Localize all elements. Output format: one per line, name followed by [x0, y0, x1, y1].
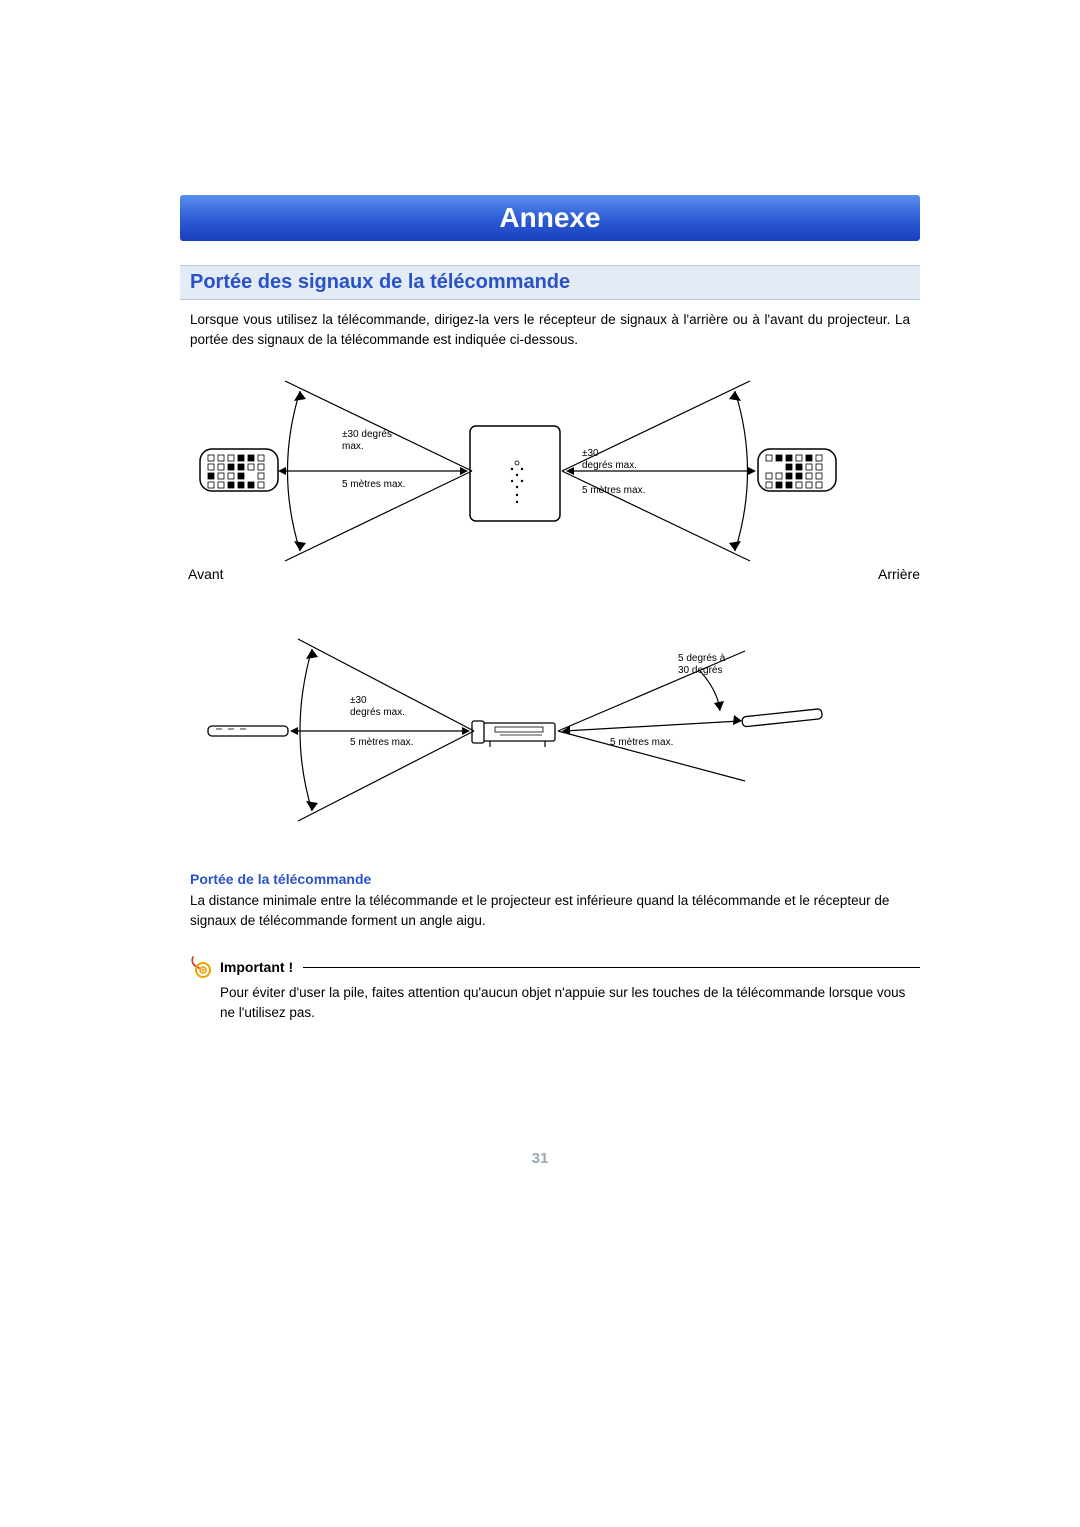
important-callout: Important ! Pour éviter d'user la pile, …	[180, 955, 920, 1024]
d1-left-angle-l2: max.	[342, 441, 364, 452]
side-left-fan: ±30 degrés max. 5 mètres max.	[290, 639, 474, 821]
front-signal-fan: ±30 degrés max. 5 mètres max.	[278, 381, 472, 561]
banner-title: Annexe	[499, 202, 600, 234]
d2-right-angle-l1: 5 degrés à	[678, 653, 726, 664]
d1-left-angle-l1: ±30 degrés	[342, 429, 392, 440]
remote-front-icon	[200, 449, 278, 491]
subsection-text: La distance minimale entre la télécomman…	[180, 891, 920, 932]
page-content: Annexe Portée des signaux de la télécomm…	[180, 195, 920, 1024]
projector-top-icon	[470, 426, 560, 521]
rear-label: Arrière	[878, 566, 920, 582]
d2-left-dist: 5 mètres max.	[350, 737, 413, 748]
d2-left-angle-l1: ±30	[350, 695, 367, 706]
remote-side-left-icon	[208, 726, 288, 736]
rear-signal-fan: ±30 degrés max. 5 mètres max.	[562, 381, 756, 561]
annexe-banner: Annexe	[180, 195, 920, 241]
d1-right-angle-l2: degrés max.	[582, 460, 637, 471]
projector-side-icon	[472, 721, 555, 747]
d1-right-dist: 5 mètres max.	[582, 485, 645, 496]
important-rule	[303, 967, 920, 968]
section-title: Portée des signaux de la télécommande	[190, 271, 910, 294]
section-header: Portée des signaux de la télécommande	[180, 265, 920, 300]
diagram-side-svg: ±30 degrés max. 5 mètres max.	[180, 621, 920, 841]
section-intro-text: Lorsque vous utilisez la télécommande, d…	[180, 310, 920, 351]
signal-range-diagram-side: ±30 degrés max. 5 mètres max.	[180, 621, 920, 841]
d2-right-angle-l2: 30 degrés	[678, 665, 722, 676]
d1-left-dist: 5 mètres max.	[342, 479, 405, 490]
remote-rear-icon	[758, 449, 836, 491]
side-right-fan: 5 degrés à 30 degrés 5 mètres max.	[558, 651, 745, 781]
front-label: Avant	[188, 566, 224, 582]
important-icon	[190, 955, 214, 979]
d1-right-angle-l1: ±30	[582, 448, 599, 459]
d2-left-angle-l2: degrés max.	[350, 707, 405, 718]
important-label: Important !	[220, 959, 293, 975]
d2-right-dist: 5 mètres max.	[610, 737, 673, 748]
signal-range-diagram-top: ±30 degrés max. 5 mètres max.	[180, 371, 920, 611]
subsection-title: Portée de la télécommande	[180, 871, 920, 887]
remote-side-right-icon	[742, 708, 823, 726]
diagram-top-svg: ±30 degrés max. 5 mètres max.	[180, 371, 920, 611]
page-number: 31	[0, 1150, 1080, 1167]
important-text: Pour éviter d'user la pile, faites atten…	[190, 983, 920, 1024]
